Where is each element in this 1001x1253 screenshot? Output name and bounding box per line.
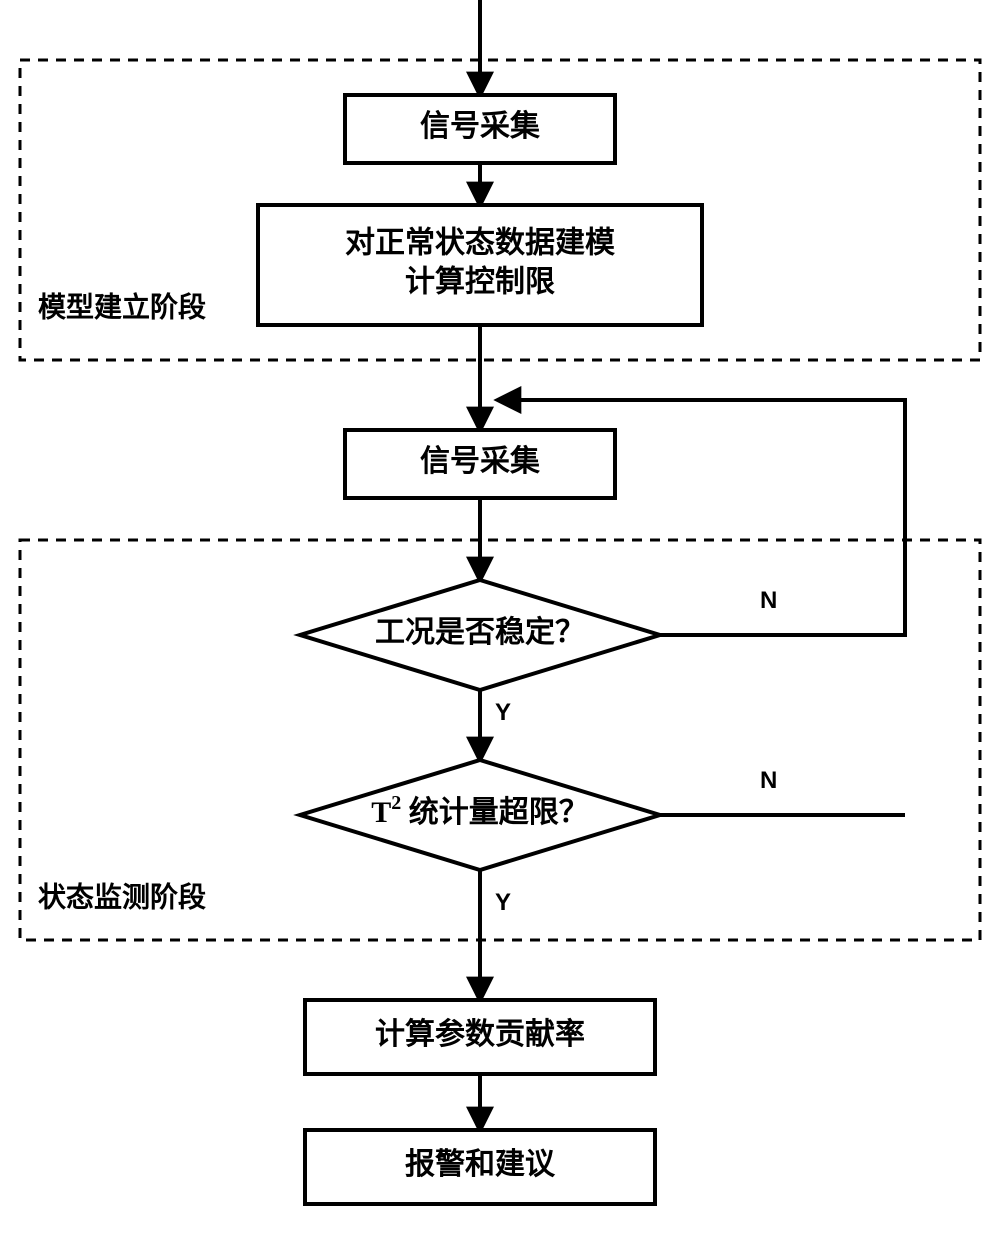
node-n4-text-0: 计算参数贡献率 xyxy=(375,1017,585,1051)
node-n5-text-0: 报警和建议 xyxy=(405,1147,556,1181)
edge-label-Y: Y xyxy=(495,889,511,916)
node-n2-text-1: 计算控制限 xyxy=(405,264,555,298)
node-d1-text: 工况是否稳定？ xyxy=(375,615,585,649)
phase-1-label: 模型建立阶段 xyxy=(38,290,206,323)
node-n2-text-0: 对正常状态数据建模 xyxy=(345,226,615,259)
edge-label-Y: Y xyxy=(495,699,511,726)
phase-2-label: 状态监测阶段 xyxy=(38,880,206,913)
node-d2-text: T2 统计量超限？ xyxy=(371,792,589,829)
node-n3-text-0: 信号采集 xyxy=(420,445,541,478)
node-n1-text-0: 信号采集 xyxy=(420,110,541,143)
edge-label-N: N xyxy=(760,767,777,794)
edge-label-N: N xyxy=(760,587,777,614)
